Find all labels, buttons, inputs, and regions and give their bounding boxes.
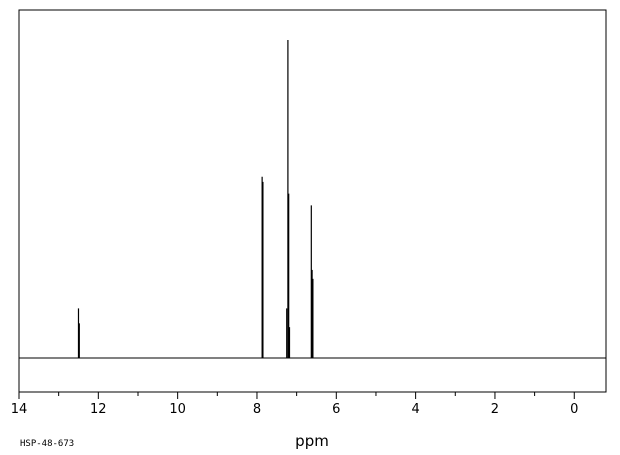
x-axis: 14 12 10 8 6 4 2 0: [11, 392, 578, 417]
peaks-group: [77, 40, 314, 358]
x-tick-label: 8: [253, 402, 261, 417]
plot-frame: [18, 9, 607, 393]
x-tick-label: 0: [570, 402, 578, 417]
x-tick-label: 10: [169, 402, 186, 417]
x-tick-label: 4: [411, 402, 419, 417]
x-tick-label: 12: [90, 402, 107, 417]
x-tick-label: 2: [491, 402, 499, 417]
spectrum-code-label: HSP-48-673: [20, 439, 74, 449]
x-tick-label: 14: [11, 402, 28, 417]
x-tick-label: 6: [332, 402, 340, 417]
x-axis-title: ppm: [295, 432, 329, 450]
